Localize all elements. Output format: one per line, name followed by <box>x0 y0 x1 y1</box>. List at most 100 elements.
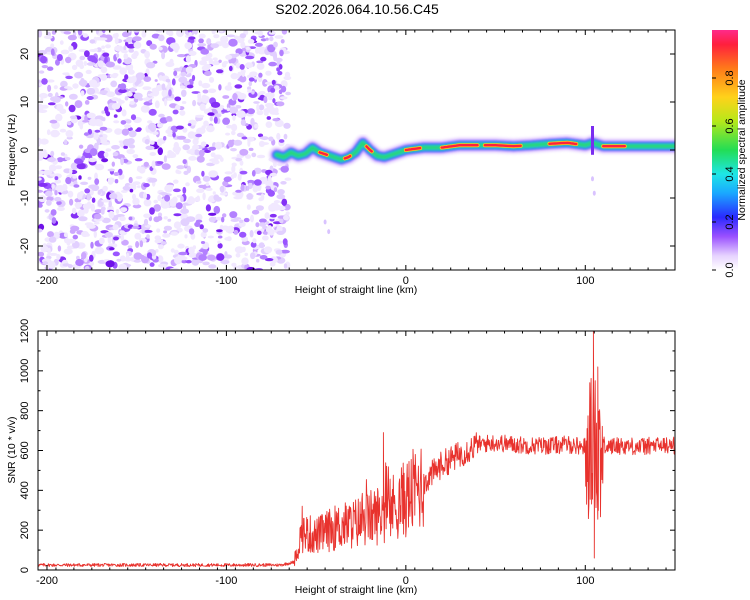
noise-blob <box>259 90 266 95</box>
noise-blob <box>118 88 127 94</box>
noise-blob <box>115 53 120 58</box>
noise-blob <box>231 162 237 167</box>
noise-blob <box>229 211 238 219</box>
noise-blob <box>239 170 248 175</box>
noise-blob <box>255 47 259 54</box>
noise-blob <box>131 226 140 229</box>
noise-blob <box>239 148 249 156</box>
noise-blob <box>119 230 126 235</box>
noise-blob <box>276 101 285 107</box>
noise-blob <box>208 216 216 223</box>
noise-blob <box>171 78 176 86</box>
noise-blob <box>139 240 144 248</box>
noise-blob <box>208 76 215 83</box>
noise-blob <box>93 230 98 238</box>
noise-blob <box>84 100 90 105</box>
noise-blob <box>42 261 48 265</box>
noise-blob <box>591 176 594 182</box>
noise-blob <box>199 103 206 111</box>
y-tick-label: 0 <box>19 147 31 153</box>
noise-blob <box>262 235 269 241</box>
noise-blob <box>226 107 230 112</box>
noise-blob <box>195 114 205 118</box>
noise-blob <box>197 43 207 47</box>
noise-blob <box>136 185 141 189</box>
noise-blob <box>66 136 73 140</box>
noise-blob <box>186 149 195 155</box>
noise-blob <box>38 189 44 193</box>
noise-blob <box>207 112 215 116</box>
noise-blob <box>276 132 281 140</box>
noise-blob <box>260 38 267 42</box>
noise-blob <box>158 244 164 250</box>
noise-blob <box>185 55 191 63</box>
noise-blob <box>89 148 98 157</box>
noise-blob <box>185 260 192 264</box>
colorbar-tick-label: 0.6 <box>724 118 736 133</box>
noise-blob <box>99 130 104 134</box>
noise-blob <box>227 82 232 87</box>
noise-blob <box>222 213 227 218</box>
noise-blob <box>74 71 84 79</box>
noise-blob <box>88 184 98 190</box>
noise-blob <box>178 251 188 256</box>
noise-blob <box>207 254 216 261</box>
noise-blob <box>170 231 179 236</box>
noise-blob <box>38 195 47 203</box>
noise-blob <box>148 108 157 116</box>
noise-blob <box>105 111 111 117</box>
noise-blob <box>161 89 168 98</box>
noise-blob <box>240 41 246 49</box>
noise-blob <box>173 249 179 255</box>
noise-blob <box>216 253 225 261</box>
noise-blob <box>63 232 68 238</box>
noise-blob <box>252 238 257 244</box>
noise-blob <box>97 60 104 68</box>
noise-blob <box>157 212 163 217</box>
noise-blob <box>277 240 283 244</box>
noise-blob <box>98 237 105 245</box>
noise-blob <box>245 154 252 159</box>
noise-blob <box>161 51 166 60</box>
noise-blob <box>129 100 136 105</box>
noise-blob <box>213 194 220 201</box>
noise-blob <box>277 189 285 195</box>
snr-xlabel: Height of straight line (km) <box>295 584 418 596</box>
noise-blob <box>209 116 213 122</box>
noise-blob <box>214 141 223 150</box>
noise-blob <box>228 106 239 114</box>
noise-blob <box>113 120 120 124</box>
noise-blob <box>265 185 271 190</box>
noise-blob <box>254 42 263 47</box>
noise-blob <box>76 162 86 170</box>
noise-blob <box>272 118 280 122</box>
noise-blob <box>146 61 156 69</box>
noise-blob <box>159 192 168 195</box>
noise-blob <box>128 216 133 221</box>
noise-blob <box>204 149 211 153</box>
track-hot-red <box>318 151 329 156</box>
noise-blob <box>219 30 224 33</box>
noise-blob <box>107 168 116 172</box>
noise-blob <box>141 30 147 38</box>
noise-blob <box>59 40 64 45</box>
noise-blob <box>101 158 109 163</box>
noise-blob <box>149 152 157 156</box>
noise-blob <box>169 58 174 65</box>
noise-blob <box>262 79 268 87</box>
noise-blob <box>231 113 237 117</box>
noise-blob <box>246 136 255 142</box>
noise-blob <box>115 209 120 214</box>
noise-blob <box>187 123 192 127</box>
noise-blob <box>129 188 134 193</box>
noise-blob <box>46 129 51 136</box>
noise-blob <box>142 97 151 101</box>
y-tick-label: 10 <box>19 96 31 108</box>
noise-blob <box>78 144 84 149</box>
y-tick-label: 600 <box>19 441 31 459</box>
noise-blob <box>198 38 204 44</box>
noise-blob <box>196 155 205 163</box>
noise-blob <box>279 218 284 224</box>
